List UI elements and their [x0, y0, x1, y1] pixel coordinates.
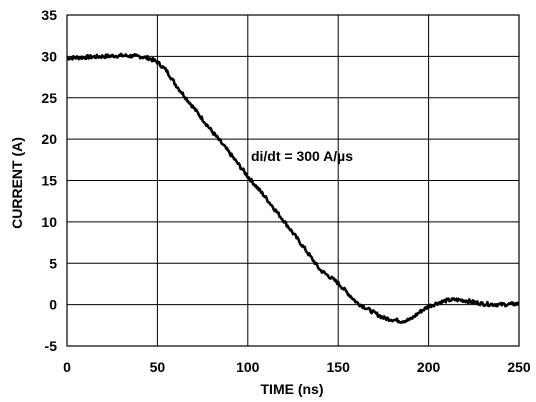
- y-tick-label: 35: [41, 7, 57, 23]
- x-tick-label: 150: [327, 359, 351, 375]
- y-tick-label: 30: [41, 48, 57, 64]
- y-tick-labels: -5 0 5 10 15 20 25 30 35: [41, 7, 57, 354]
- x-tick-label: 0: [63, 359, 71, 375]
- plot-frame: [66, 14, 520, 347]
- x-tick-label: 100: [236, 359, 260, 375]
- y-tick-label: 20: [41, 131, 57, 147]
- y-tick-label: 5: [49, 255, 57, 271]
- series-line: [66, 52, 520, 324]
- y-axis-label: CURRENT (A): [9, 137, 25, 229]
- x-tick-label: 200: [417, 359, 441, 375]
- x-tick-label: 250: [507, 359, 531, 375]
- y-tick-label: 15: [41, 173, 57, 189]
- x-tick-labels: 0 50 100 150 200 250: [63, 359, 531, 375]
- didt-annotation: di/dt = 300 A/µs: [251, 148, 353, 164]
- x-tick-label: 50: [150, 359, 166, 375]
- y-tick-label: 0: [49, 297, 57, 313]
- y-tick-label: 25: [41, 90, 57, 106]
- current-trace: [66, 52, 520, 324]
- x-axis-label: TIME (ns): [261, 381, 324, 397]
- y-tick-label: -5: [45, 338, 58, 354]
- grid-lines: [67, 15, 519, 346]
- y-tick-label: 10: [41, 214, 57, 230]
